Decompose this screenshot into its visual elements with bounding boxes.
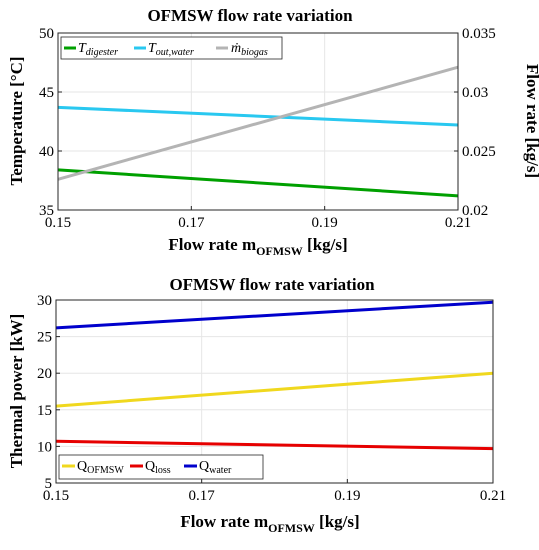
bottom-x-tick-label: 0.19: [334, 488, 360, 504]
bottom-chart-legend: QOFMSW Qloss Qwater: [58, 454, 264, 480]
top-series-line-0: [57, 168, 459, 198]
top-y-tick-label: 40: [39, 144, 54, 160]
top-chart-legend: Tdigester Tout,water ṁbiogas: [60, 36, 283, 60]
top-chart-y-label: Temperature [°C]: [7, 56, 26, 185]
bottom-x-tick-label: 0.21: [480, 488, 506, 504]
top-series-line-2: [57, 65, 459, 181]
bottom-series-line-1: [55, 439, 494, 451]
bottom-chart-title: OFMSW flow rate variation: [169, 275, 375, 294]
top-legend-label-outwater: Tout,water: [148, 41, 194, 58]
bottom-y-tick-label: 10: [37, 439, 52, 455]
top-chart-x-ticks: 0.15 0.17 0.19 0.21: [45, 206, 471, 231]
top-y2-tick-label: 0.025: [462, 144, 496, 160]
bottom-series-line-2: [55, 300, 494, 330]
top-legend-box: [60, 36, 283, 60]
top-chart-y2-ticks: 0.02 0.025 0.03 0.035: [454, 26, 496, 219]
bottom-legend-label-loss: Qloss: [145, 459, 171, 476]
bottom-chart-y-label: Thermal power [kW]: [7, 314, 26, 469]
bottom-chart-axes-box: [55, 299, 494, 484]
top-chart: OFMSW flow rate variation 0.15 0.17 0.19 0.…: [7, 6, 539, 258]
top-x-tick-label: 0.17: [178, 215, 205, 231]
top-x-tick-label: 0.21: [445, 215, 471, 231]
top-legend-label-digester: Tdigester: [78, 41, 118, 58]
bottom-y-tick-label: 5: [45, 476, 53, 492]
bottom-y-tick-label: 30: [37, 293, 52, 309]
top-chart-y-ticks: 35 40 45 50: [39, 26, 62, 219]
top-y2-tick-label: 0.03: [462, 85, 488, 101]
bottom-y-tick-label: 25: [37, 330, 52, 346]
bottom-legend-label-ofmsw: QOFMSW: [77, 459, 124, 476]
bottom-chart-x-label: Flow rate mOFMSW [kg/s]: [180, 512, 359, 535]
bottom-x-tick-label: 0.15: [43, 488, 69, 504]
top-y2-tick-label: 0.035: [462, 26, 496, 42]
top-chart-axes-box: [57, 32, 459, 211]
bottom-chart-x-ticks: 0.15 0.17 0.19 0.21: [43, 479, 506, 504]
bottom-chart: OFMSW flow rate variation 0.15 0.17 0.19 0.…: [7, 275, 506, 535]
top-x-tick-label: 0.15: [45, 215, 71, 231]
bottom-series-line-0: [55, 371, 494, 408]
bottom-y-tick-label: 15: [37, 403, 52, 419]
bottom-y-tick-label: 20: [37, 366, 52, 382]
bottom-legend-box: [58, 454, 264, 480]
top-legend-label-biogas: ṁbiogas: [231, 41, 268, 58]
top-y2-tick-label: 0.02: [462, 203, 488, 219]
top-y-tick-label: 50: [39, 26, 54, 42]
top-y-tick-label: 45: [39, 85, 54, 101]
top-chart-title: OFMSW flow rate variation: [147, 6, 353, 25]
top-x-tick-label: 0.19: [312, 215, 338, 231]
top-series-line-1: [57, 105, 459, 127]
bottom-legend-label-water: Qwater: [199, 459, 232, 476]
top-y-tick-label: 35: [39, 203, 54, 219]
top-chart-x-label: Flow rate mOFMSW [kg/s]: [168, 235, 347, 258]
bottom-chart-y-ticks: 5 10 15 20 25 30: [37, 293, 60, 492]
top-chart-lines: [57, 65, 459, 198]
bottom-x-tick-label: 0.17: [189, 488, 216, 504]
bottom-chart-lines: [55, 300, 494, 451]
top-chart-y2-label: Flow rate [kg/s]: [523, 64, 539, 178]
